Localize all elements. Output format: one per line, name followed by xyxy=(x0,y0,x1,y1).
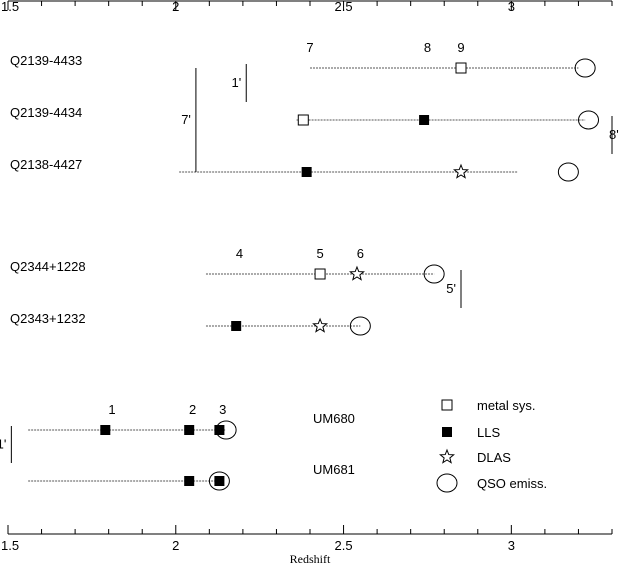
legend: metal sys. LLS DLAS QSO emiss. xyxy=(436,398,547,493)
sightline-label: Q2343+1232 xyxy=(10,311,86,326)
legend-open-circle-marker xyxy=(436,473,458,493)
annotations: 7 8 9 4 5 6 1 2 3 1' 7' 8' 5' 1' xyxy=(0,40,619,463)
legend-filled-square-marker xyxy=(442,427,452,437)
system-number-label: 3 xyxy=(219,402,226,417)
qso-emiss-marker xyxy=(208,471,230,491)
sightline-label: Q2344+1228 xyxy=(10,259,86,274)
separation-label: 1' xyxy=(232,75,242,90)
sightline-q2139-4434: Q2139-4434 xyxy=(10,105,600,130)
bottom-tick-label: 2.5 xyxy=(335,538,353,553)
sightline-label: Q2138-4427 xyxy=(10,157,82,172)
sightline-q2138-4427: Q2138-4427 xyxy=(10,157,579,182)
lls-marker xyxy=(419,115,430,125)
separation-label: 5' xyxy=(446,281,456,296)
sightline-um681: UM681 xyxy=(28,462,355,491)
dlas-marker xyxy=(453,163,469,179)
system-number-label: 6 xyxy=(357,246,364,261)
system-number-label: 2 xyxy=(189,402,196,417)
lls-marker xyxy=(214,476,225,486)
lls-marker xyxy=(301,167,312,177)
lls-marker xyxy=(214,425,225,435)
qso-emiss-marker xyxy=(423,264,445,284)
lls-marker xyxy=(231,321,242,331)
qso-emiss-marker xyxy=(349,316,371,336)
top-tick-label: 1.5 xyxy=(1,0,19,14)
x-axis-title: Redshift xyxy=(290,552,331,565)
lls-marker xyxy=(184,476,195,486)
legend-label: metal sys. xyxy=(477,398,536,413)
separation-label: 1' xyxy=(0,437,6,452)
lls-marker xyxy=(184,425,195,435)
lls-marker xyxy=(100,425,111,435)
top-tick-label: 2.5 xyxy=(335,0,353,14)
legend-open-square-marker xyxy=(441,399,453,411)
system-number-label: 7 xyxy=(306,40,313,55)
system-number-label: 5 xyxy=(316,246,323,261)
qso-emiss-marker xyxy=(557,162,579,182)
system-number-label: 4 xyxy=(236,246,243,261)
sightline-um680: UM680 xyxy=(28,411,355,440)
separation-label: 8' xyxy=(609,127,619,142)
dlas-marker xyxy=(349,265,365,281)
sightline-label: Q2139-4434 xyxy=(10,105,82,120)
dlas-marker xyxy=(312,317,329,333)
top-tick-label: 2 xyxy=(172,0,179,14)
sightline-label: UM680 xyxy=(313,411,355,426)
metal-sys-marker xyxy=(455,62,467,74)
system-number-label: 9 xyxy=(457,40,464,55)
qso-emiss-marker xyxy=(215,420,237,440)
sightline-q2139-4433: Q2139-4433 xyxy=(10,53,596,78)
system-number-label: 8 xyxy=(424,40,431,55)
top-tick-label: 3 xyxy=(508,0,515,14)
metal-sys-marker xyxy=(297,114,309,126)
metal-sys-marker xyxy=(314,268,326,280)
legend-label: QSO emiss. xyxy=(477,476,547,491)
bottom-tick-label: 3 xyxy=(508,538,515,553)
bottom-tick-label: 1.5 xyxy=(1,538,19,553)
qso-emiss-marker xyxy=(578,110,600,130)
legend-label: DLAS xyxy=(477,450,511,465)
sightline-q2344-1228: Q2344+1228 xyxy=(10,259,445,284)
sightlines: Q2139-4433 Q2139-4434 Q2138-4427 Q2344+1228… xyxy=(10,53,600,491)
qso-emiss-marker xyxy=(574,58,596,78)
separation-label: 7' xyxy=(181,112,191,127)
legend-open-star-marker xyxy=(439,448,455,464)
system-number-label: 1 xyxy=(108,402,115,417)
sightline-q2343-1232: Q2343+1232 xyxy=(10,311,371,336)
legend-label: LLS xyxy=(477,425,500,440)
bottom-tick-label: 2 xyxy=(172,538,179,553)
sightline-label: UM681 xyxy=(313,462,355,477)
sightline-label: Q2139-4433 xyxy=(10,53,82,68)
